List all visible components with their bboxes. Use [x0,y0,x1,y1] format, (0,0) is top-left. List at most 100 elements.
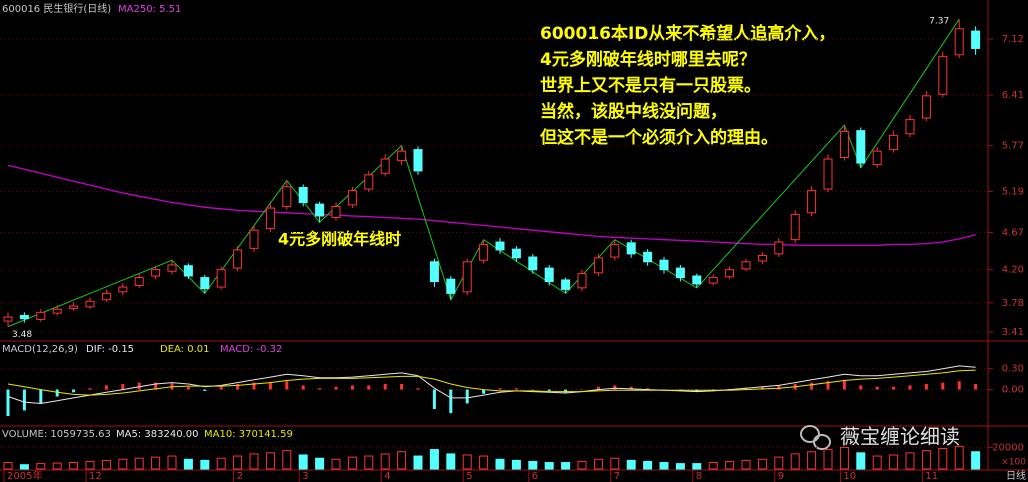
ma-label: MA250: 5.51 [118,4,181,15]
chart-title: 600016 民生银行(日线) [2,2,111,15]
macd-bar [842,379,846,390]
annotation: 4元多刚破年线时哪里去呢？ [540,49,756,70]
period-label: 日线 [1006,469,1026,482]
candle-body [528,256,538,271]
macd-bar [892,386,896,390]
x-tick-label: 9 [778,471,784,482]
macd-bar [810,382,814,390]
candle-body [495,241,505,251]
macd-bar [760,386,764,390]
candle-body [19,315,29,320]
watermark-text: 薇宝缠论细读 [840,425,960,449]
volume-bar [101,459,111,470]
x-tick-label: 4 [384,471,390,482]
macd-bar [514,388,518,390]
volume-bar [118,458,128,470]
volume-bar [544,462,554,470]
candle-body [921,95,931,119]
volume-bar [282,450,292,470]
macd-bar [908,385,912,390]
y-tick-label: 4.67 [1002,228,1024,239]
macd-bar [646,388,650,390]
volume-bar [85,460,95,470]
macd-bar [531,389,535,391]
volume-bar [134,457,144,470]
watermark: 薇宝缠论细读 [800,425,960,450]
volume-bar [397,451,407,470]
macd-bar [596,386,600,390]
candle-body [872,150,882,166]
candle-body [708,277,718,284]
macd-bar [432,389,436,410]
candle-body [479,243,489,261]
candle-body [807,190,817,214]
volume-bar [823,449,833,470]
volume-bar [889,454,899,470]
candle-body [364,174,374,190]
candle-body [659,259,669,271]
volume-bar [528,460,538,470]
volume-bar [52,462,62,470]
legend-ma5: MA5: 383240.00 [116,429,198,440]
macd-bar [924,384,928,390]
candle-body [134,277,144,286]
annotation: 但这不是一个必须介入的理由。 [540,127,778,148]
candle-body [971,30,981,49]
y-tick-label: 4.20 [1002,265,1024,276]
macd-bar [613,385,617,390]
volume-bar [511,459,521,470]
candle-body [823,158,833,190]
volume-bar [643,460,653,470]
volume-bar [364,455,374,470]
macd-bar [121,384,125,390]
candle-body [675,267,685,279]
candle-body [905,119,915,135]
candle-body [200,277,210,290]
volume-bar [167,455,177,470]
candle-body [429,261,439,283]
macd-bar [547,389,551,391]
macd-bar [236,384,240,390]
candle-body [118,286,128,293]
macd-bar [301,385,305,390]
volume-bar [462,454,472,470]
volume-bar [708,462,718,470]
candle-body [790,213,800,241]
macd-bar [941,382,945,390]
x-tick-label: 2005年 [7,469,42,482]
annotation: 世界上又不是只有一只股票。 [540,75,761,96]
macd-bar [219,386,223,390]
macd-bar [252,382,256,390]
candle-body [511,248,521,259]
candle-body [757,254,767,262]
macd-bar [318,388,322,390]
x-tick-label: 6 [532,471,538,482]
volume-bar [757,458,767,470]
y-tick-label: 6.41 [1002,90,1024,101]
y-tick-label: 5.19 [1002,186,1024,197]
volume-bar [971,451,981,470]
volume-bar [675,463,685,470]
volume-bar [265,452,275,470]
volume-bar [315,457,325,470]
dif-line [7,365,976,405]
candle-body [298,187,308,204]
volume-bar [725,460,735,470]
candle-body [347,190,357,206]
macd-bar [564,389,568,393]
macd-bar [186,386,190,390]
y-tick-label: 5.77 [1002,141,1024,152]
watermark-icon [800,425,820,443]
candle-body [725,269,735,278]
volume-bar [19,464,29,470]
candle-body [315,203,325,217]
macd-bar [859,385,863,390]
volume-bar [774,456,784,470]
macd-bar [72,389,76,393]
volume-bar [593,458,603,470]
volume-title: VOLUME: 1059735.63 [2,429,111,440]
volume-bar [938,448,948,470]
candle-body [380,158,390,174]
